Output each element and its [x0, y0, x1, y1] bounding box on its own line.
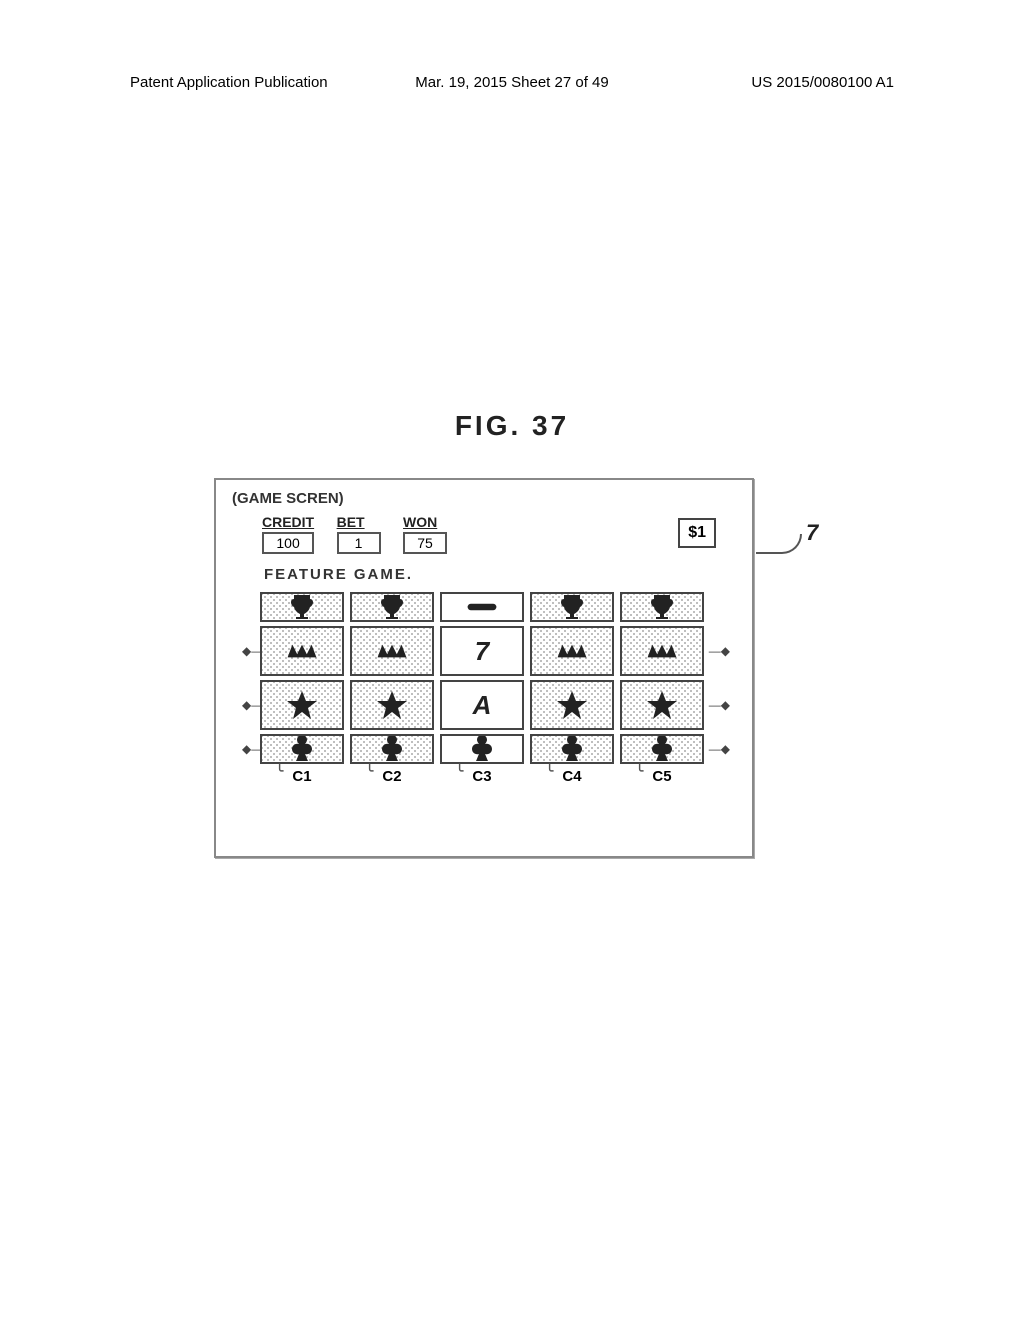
- header-publication: Patent Application Publication: [130, 74, 328, 91]
- star-icon: [350, 680, 434, 730]
- won-value: 75: [403, 532, 447, 554]
- callout-leader-line: [756, 534, 802, 554]
- feature-game-label: FEATURE GAME.: [264, 566, 413, 583]
- column-labels-row: C1 C2 C3 C4 C5: [260, 768, 712, 785]
- credit-group: CREDIT 100: [262, 514, 314, 554]
- credit-value: 100: [262, 532, 314, 554]
- club-icon: [620, 734, 704, 764]
- denom-value: $1: [678, 518, 716, 548]
- column-label: C3: [440, 768, 524, 785]
- club-icon: [530, 734, 614, 764]
- top-info-bar: CREDIT 100 BET 1 WON 75 $1: [262, 514, 716, 554]
- reel-cell: 7: [440, 626, 524, 676]
- bet-value: 1: [337, 532, 381, 554]
- bet-label: BET: [337, 514, 381, 530]
- reel-row: ◆——◆: [260, 734, 712, 764]
- reel-area: ◆——◆7◆——◆A ◆——◆ C1 C2 C3 C4 C5: [260, 592, 712, 785]
- trophy-icon: [260, 592, 344, 622]
- winline-arrow-right-icon: —◆: [709, 698, 730, 712]
- column-label: C4: [530, 768, 614, 785]
- bar-icon: [440, 592, 524, 622]
- winline-arrow-right-icon: —◆: [709, 644, 730, 658]
- reel-row: ◆——◆A: [260, 680, 712, 730]
- won-group: WON 75: [403, 514, 447, 554]
- trophy-icon: [620, 592, 704, 622]
- credit-label: CREDIT: [262, 514, 314, 530]
- wild-icon: [530, 626, 614, 676]
- trophy-icon: [530, 592, 614, 622]
- wild-icon: [620, 626, 704, 676]
- header-pubnumber: US 2015/0080100 A1: [751, 74, 894, 91]
- star-icon: [530, 680, 614, 730]
- reel-cell: A: [440, 680, 524, 730]
- star-icon: [260, 680, 344, 730]
- bet-group: BET 1: [337, 514, 381, 554]
- callout-7: 7: [756, 512, 826, 552]
- figure-label: FIG. 37: [455, 410, 569, 442]
- header-date-sheet: Mar. 19, 2015 Sheet 27 of 49: [415, 74, 608, 91]
- trophy-icon: [350, 592, 434, 622]
- club-icon: [440, 734, 524, 764]
- winline-arrow-right-icon: —◆: [709, 742, 730, 756]
- callout-ref-number: 7: [806, 520, 818, 546]
- column-label: C5: [620, 768, 704, 785]
- star-icon: [620, 680, 704, 730]
- reel-row: [260, 592, 712, 622]
- won-label: WON: [403, 514, 447, 530]
- wild-icon: [260, 626, 344, 676]
- game-screen-title: (GAME SCREN): [232, 490, 344, 507]
- column-label: C1: [260, 768, 344, 785]
- club-icon: [260, 734, 344, 764]
- game-screen-frame: (GAME SCREN) CREDIT 100 BET 1 WON 75 $1 …: [214, 478, 754, 858]
- reel-row: ◆——◆7: [260, 626, 712, 676]
- wild-icon: [350, 626, 434, 676]
- column-label: C2: [350, 768, 434, 785]
- club-icon: [350, 734, 434, 764]
